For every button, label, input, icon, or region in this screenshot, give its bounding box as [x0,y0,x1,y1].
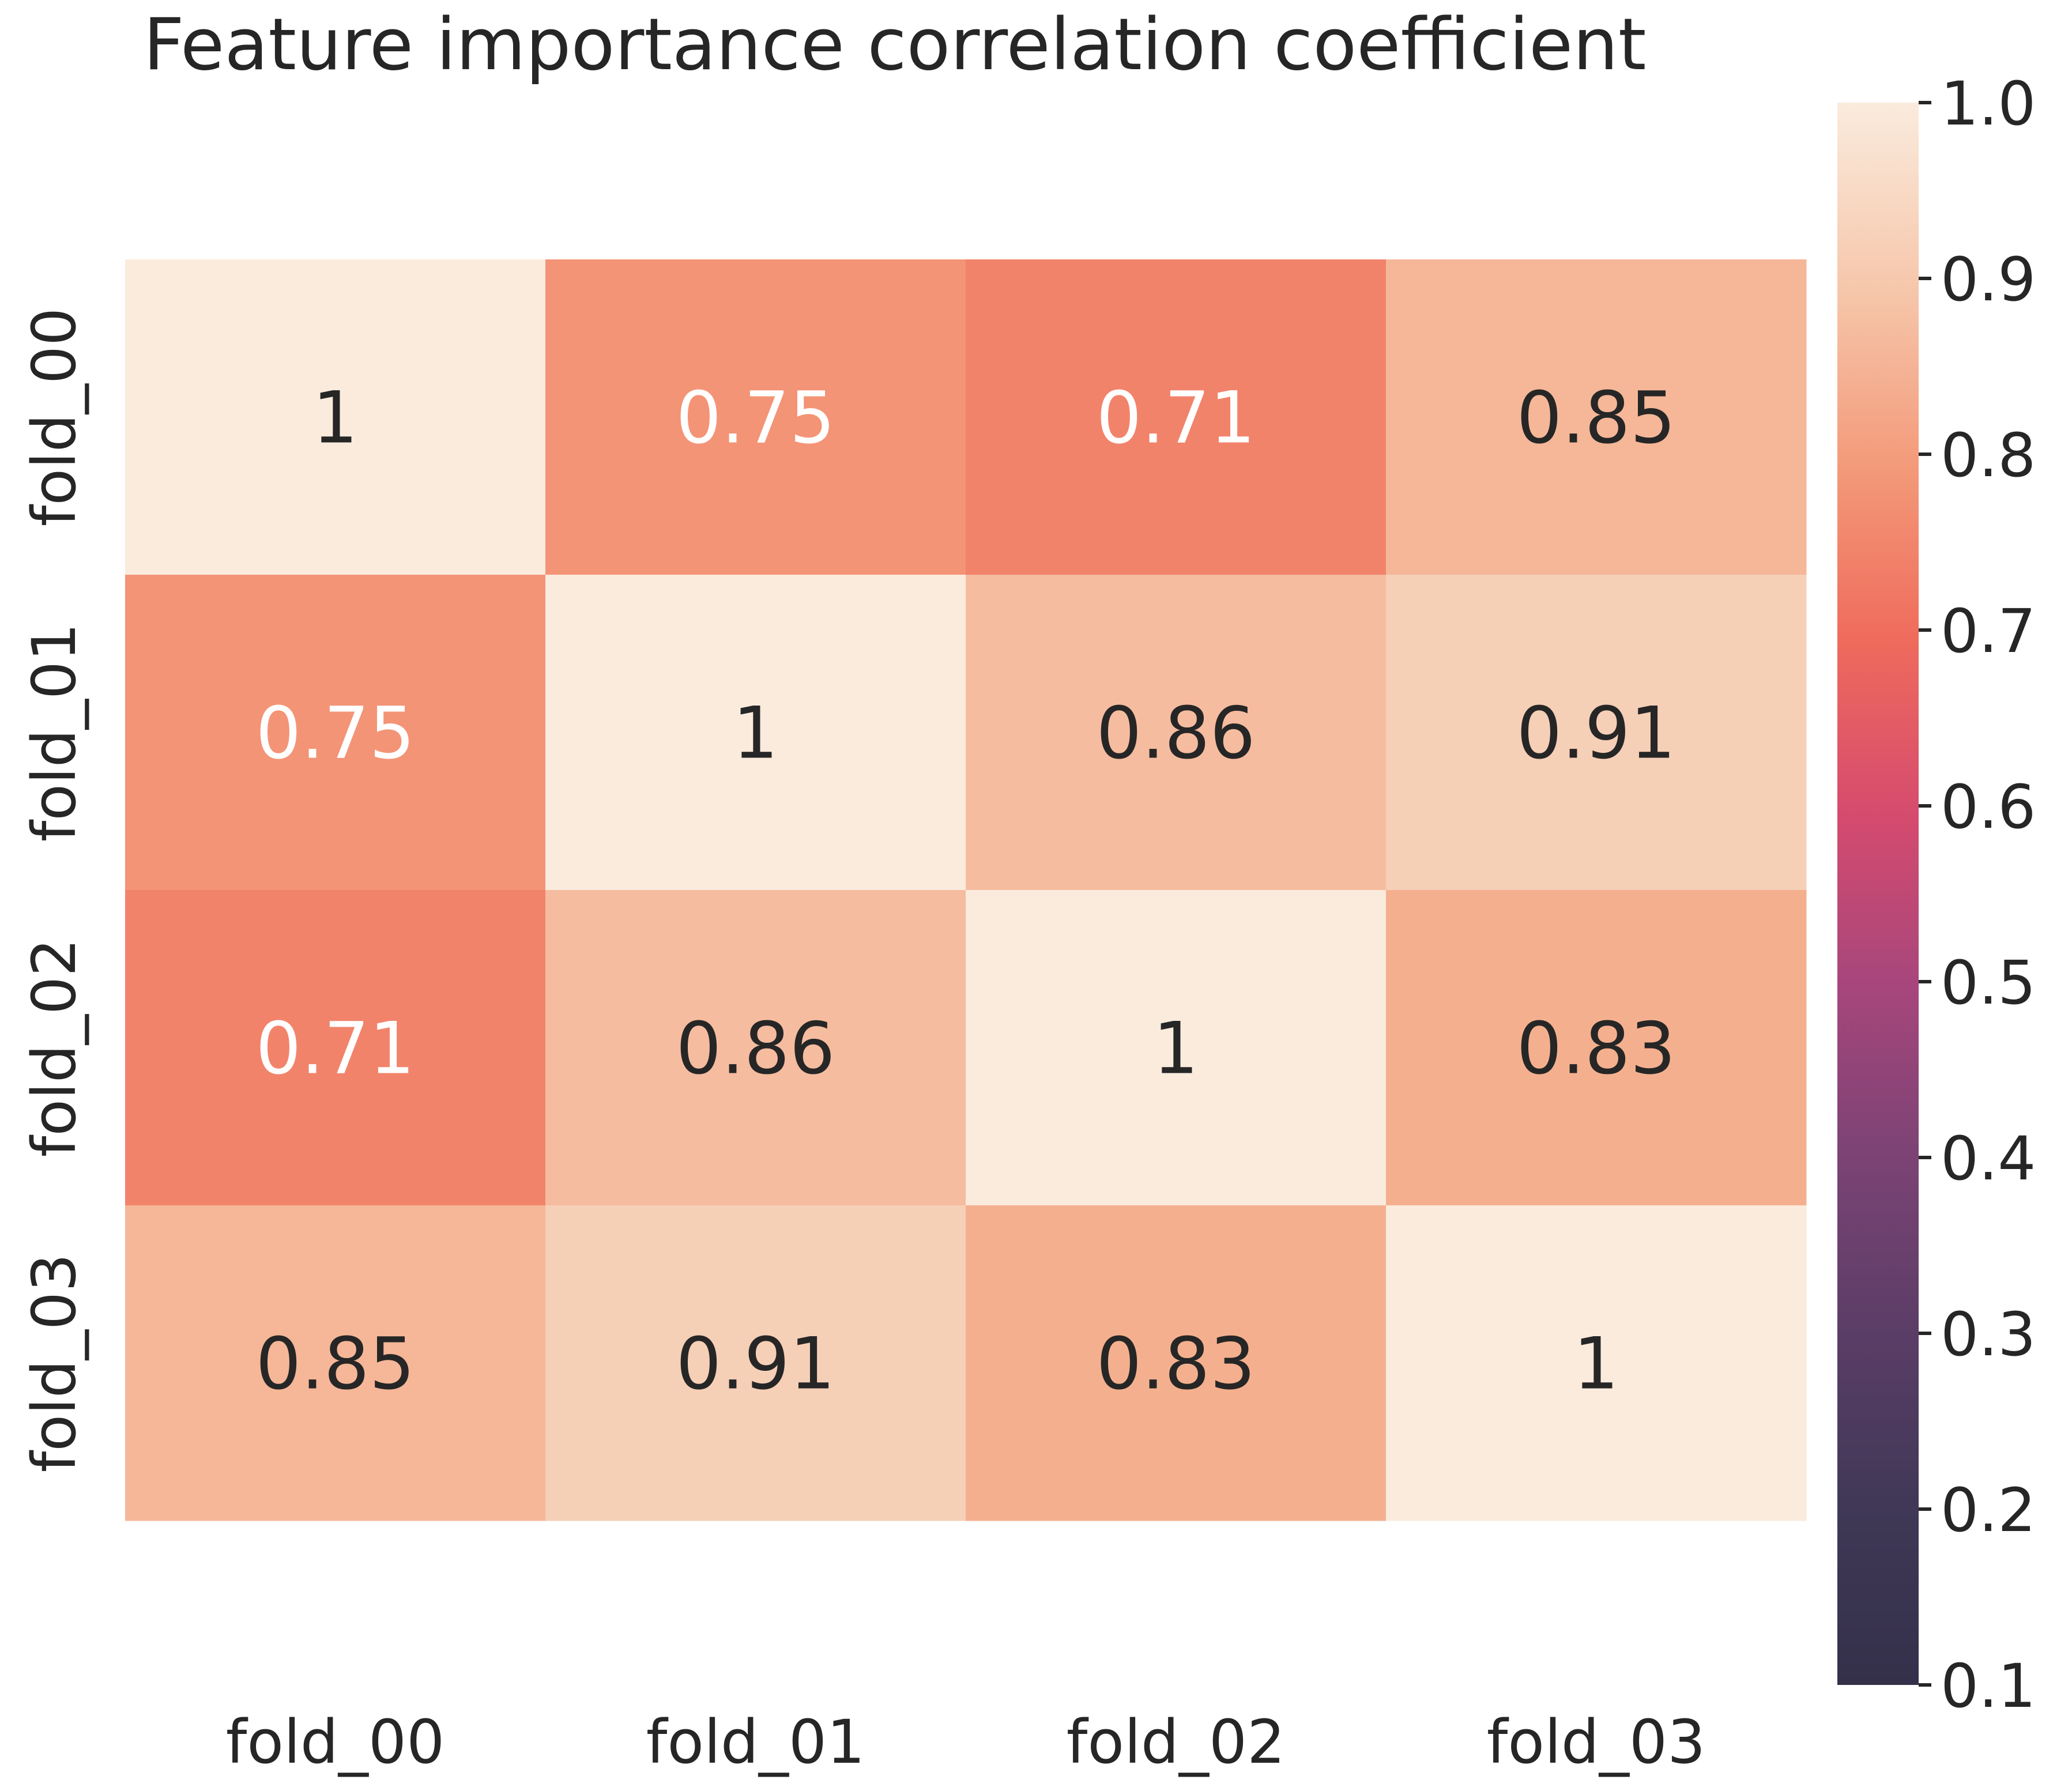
cell-value-label-r3-c3: 1 [1573,1323,1619,1406]
colorbar-tick-label: 0.1 [1941,1651,2036,1721]
y-tick-label-fold_03: fold_03 [19,1254,89,1473]
heatmap-cell-r2-c2 [966,890,1387,1206]
y-tick-label-fold_01: fold_01 [19,623,89,842]
cell-value-label-r2-c1: 0.86 [676,1008,835,1091]
cell-value-label-r0-c1: 0.75 [676,377,835,460]
heatmap-cell-r1-c3 [1386,575,1807,891]
cell-value-label-r2-c2: 1 [1153,1008,1199,1091]
cell-value-label-r0-c0: 1 [312,377,358,460]
heatmap-cell-r2-c1 [545,890,966,1206]
heatmap-cell-r3-c2 [966,1205,1387,1521]
chart-title: Feature importance correlation coefficie… [144,3,1647,86]
heatmap-cell-r1-c1 [545,575,966,891]
x-tick-label-fold_02: fold_02 [1067,1707,1286,1777]
x-tick-label-fold_03: fold_03 [1487,1707,1706,1777]
heatmap-cell-r1-c0 [125,575,546,891]
cell-value-label-r1-c0: 0.75 [255,692,415,775]
heatmap-cell-r3-c0 [125,1205,546,1521]
cell-value-label-r1-c1: 1 [733,692,778,775]
heatmap-cell-r0-c1 [545,259,966,575]
heatmap-cell-labels: 1 0.75 0.71 0.85 0.75 1 0.86 0.91 0.71 0.86 1 0.83 0… [255,377,1675,1406]
y-tick-label-fold_00: fold_00 [19,308,89,527]
x-tick-labels: fold_00 fold_01 fold_02 fold_03 [226,1707,1706,1777]
cell-value-label-r3-c2: 0.83 [1096,1323,1255,1406]
heatmap-cell-r0-c0 [125,259,546,575]
colorbar-ticks: 1.0 0.9 0.8 0.7 0.6 0.5 0.4 0.3 0.2 0.1 [1919,69,2036,1721]
colorbar-tick-label: 1.0 [1941,69,2036,139]
colorbar-tick-label: 0.4 [1941,1123,2036,1194]
colorbar-tick-label: 0.6 [1941,772,2036,842]
colorbar-tick-label: 0.8 [1941,420,2036,491]
colorbar-tick-label: 0.5 [1941,948,2036,1018]
cell-value-label-r1-c2: 0.86 [1096,692,1255,775]
colorbar-tick-label: 0.7 [1941,596,2036,666]
cell-value-label-r3-c1: 0.91 [676,1323,835,1406]
cell-value-label-r2-c3: 0.83 [1516,1008,1675,1091]
colorbar [1837,103,1919,1685]
colorbar-tick-label: 0.9 [1941,244,2036,315]
heatmap-cell-r0-c3 [1386,259,1807,575]
heatmap-cell-r2-c3 [1386,890,1807,1206]
heatmap-cell-r3-c1 [545,1205,966,1521]
colorbar-tick-label: 0.2 [1941,1475,2036,1545]
heatmap-cell-r1-c2 [966,575,1387,891]
cell-value-label-r0-c3: 0.85 [1516,377,1675,460]
cell-value-label-r3-c0: 0.85 [255,1323,415,1406]
y-tick-labels: fold_00 fold_01 fold_02 fold_03 [19,308,89,1473]
cell-value-label-r0-c2: 0.71 [1096,377,1255,460]
cell-value-label-r2-c0: 0.71 [255,1008,415,1091]
heatmap-cell-r3-c3 [1386,1205,1807,1521]
cell-value-label-r1-c3: 0.91 [1516,692,1675,775]
x-tick-label-fold_01: fold_01 [646,1707,865,1777]
heatmap-cell-r2-c0 [125,890,546,1206]
x-tick-label-fold_00: fold_00 [226,1707,445,1777]
heatmap-cell-r0-c2 [966,259,1387,575]
heatmap-cells [125,259,1807,1521]
y-tick-label-fold_02: fold_02 [19,938,89,1157]
colorbar-tick-label: 0.3 [1941,1299,2036,1370]
